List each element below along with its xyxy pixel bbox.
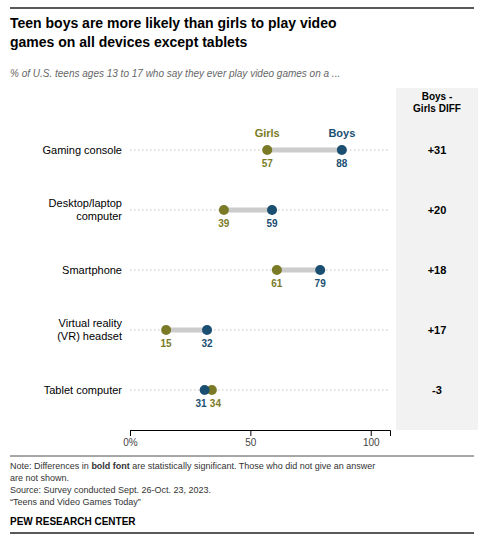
dot (315, 265, 325, 275)
dot (262, 145, 272, 155)
diff-value: +17 (428, 324, 447, 336)
title: Teen boys are more likely than girls to … (10, 15, 337, 31)
data-label: 88 (336, 158, 348, 169)
note-part: Note: Differences in (10, 461, 91, 471)
category-label: Virtual reality(VR) headset (57, 317, 122, 342)
category-label: Gaming console (43, 144, 123, 156)
category-label-line: computer (76, 210, 122, 222)
x-tick-label: 100 (363, 437, 380, 448)
dot (219, 205, 229, 215)
data-label: 79 (315, 278, 327, 289)
data-label: 31 (196, 398, 208, 409)
note-part: “Teens and Video Games Today” (10, 497, 141, 507)
row-guide (130, 210, 390, 211)
dot (272, 265, 282, 275)
diff-value: +31 (428, 144, 447, 156)
data-label: 32 (201, 338, 213, 349)
series-label: Girls (255, 127, 280, 139)
dot (200, 385, 210, 395)
x-tick-label: 0% (123, 437, 138, 448)
data-label: 39 (218, 218, 230, 229)
diff-column-bg (396, 88, 478, 430)
x-tick-mark (130, 430, 131, 436)
category-label-line: Smartphone (62, 264, 122, 276)
chart: Teen boys are more likely than girls to … (0, 0, 484, 540)
data-label: 57 (262, 158, 274, 169)
diff-value: +18 (428, 264, 447, 276)
dot (337, 145, 347, 155)
marks (130, 145, 390, 395)
note: Note: Differences in bold font are stati… (10, 461, 375, 471)
note-part: bold font (91, 461, 129, 471)
data-label: 34 (210, 398, 222, 409)
diff-value: -3 (432, 384, 442, 396)
note: are not shown. (10, 473, 69, 483)
category-label-line: Gaming console (43, 144, 123, 156)
diff-value: +20 (428, 204, 447, 216)
x-tick-mark (371, 430, 372, 436)
notes-border (10, 456, 474, 457)
row-guide (130, 270, 390, 271)
x-axis: 0% 50 100 (123, 430, 390, 448)
diff-header: Boys -Girls DIFF (413, 91, 461, 114)
note: Source: Survey conducted Sept. 26-Oct. 2… (10, 485, 211, 495)
row-guide (130, 150, 390, 151)
note-part: are statistically significant. Those who… (130, 461, 375, 471)
x-tick-label: 50 (245, 437, 257, 448)
category-label-line: Tablet computer (44, 384, 123, 396)
category-label-line: Virtual reality (59, 317, 123, 329)
x-tick: 0% (123, 430, 138, 448)
title: games on all devices except tablets (10, 34, 248, 50)
note-part: are not shown. (10, 473, 69, 483)
data-label: 15 (161, 338, 173, 349)
data-label: 61 (271, 278, 283, 289)
category-label: Smartphone (62, 264, 122, 276)
note-part: Source: Survey conducted Sept. 26-Oct. 2… (10, 485, 211, 495)
diff-header-line: Girls DIFF (413, 103, 461, 114)
category-label: Tablet computer (44, 384, 123, 396)
x-tick: 50 (245, 430, 257, 448)
category-label-line: (VR) headset (57, 330, 122, 342)
connector (166, 328, 207, 333)
x-tick: 100 (363, 430, 380, 448)
note: “Teens and Video Games Today” (10, 497, 141, 507)
category-label: Desktop/laptopcomputer (49, 197, 123, 222)
connector (224, 208, 272, 213)
bottom-border (10, 532, 474, 534)
dot (202, 325, 212, 335)
dot (267, 205, 277, 215)
diff-header-line: Boys - (422, 91, 453, 102)
subtitle: % of U.S. teens ages 13 to 17 who say th… (10, 68, 340, 79)
connector (277, 268, 320, 273)
data-label: 59 (266, 218, 278, 229)
source: PEW RESEARCH CENTER (10, 516, 136, 527)
series-label: Boys (328, 127, 355, 139)
row-guide (130, 390, 390, 391)
connector (267, 148, 342, 153)
top-border (10, 7, 474, 9)
x-axis-line (131, 431, 391, 437)
x-tick-mark (250, 430, 251, 436)
dot (161, 325, 171, 335)
category-label-line: Desktop/laptop (49, 197, 122, 209)
